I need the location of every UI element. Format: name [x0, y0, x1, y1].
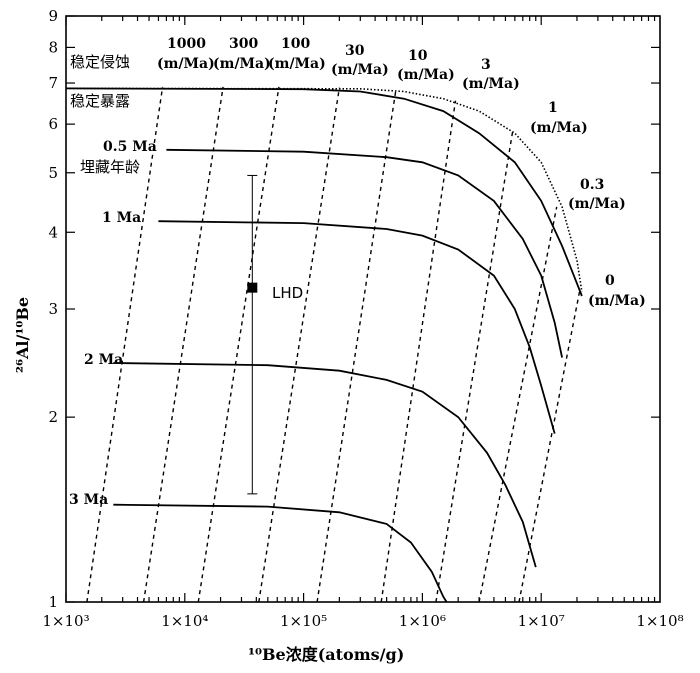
rate-unit-3: (m/Ma): [462, 76, 520, 92]
rate-unit-300: (m/Ma): [213, 56, 271, 72]
erosion-rate-line-3: [380, 100, 457, 603]
erosion-rate-line-30: [258, 87, 341, 603]
burial-isochron-3-Ma: [113, 503, 448, 603]
steady-erosion-line: [65, 87, 583, 297]
erosion-rate-line-300: [142, 86, 224, 603]
rate-label-0.3: 0.3: [580, 177, 604, 193]
x-tick-label: 1×10³: [42, 612, 89, 630]
x-tick-label: 1×10⁵: [280, 612, 327, 630]
isochron-label-1: 1 Ma: [102, 210, 141, 226]
burial-age-label: 埋藏年龄: [80, 158, 140, 176]
erosion-rate-line-0.3: [478, 206, 558, 603]
sample-label-lhd: LHD: [272, 284, 303, 302]
y-tick-label: 5: [48, 164, 58, 182]
erosion-rate-line-1: [435, 128, 514, 603]
isochron-label-2: 2 Ma: [84, 352, 123, 368]
y-tick-label: 6: [48, 115, 58, 133]
burial-isochron-2-Ma: [113, 362, 537, 568]
x-axis-title: ¹⁰Be浓度(atoms/g): [248, 645, 404, 664]
rate-unit-0.3: (m/Ma): [568, 196, 626, 212]
y-tick-label: 9: [48, 7, 58, 25]
y-tick-label: 2: [48, 408, 58, 426]
plot-frame: [65, 15, 661, 603]
x-tick-label: 1×10⁸: [636, 612, 683, 630]
rate-unit-10: (m/Ma): [397, 67, 455, 83]
isochron-label-0.5: 0.5 Ma: [103, 139, 157, 155]
rate-unit-100: (m/Ma): [268, 56, 326, 72]
steady-exposure-label: 稳定暴露: [70, 92, 130, 110]
axis-ticks: 1×10³ 1×10⁴ 1×10⁵ 1×10⁶ 1×10⁷ 1×10⁸ 1 2 3 4 5 6 7 8 9: [42, 7, 683, 630]
erosion-rate-lines: [86, 86, 581, 603]
rate-label-0: 0: [605, 273, 615, 289]
isochron-label-3: 3 Ma: [69, 492, 108, 508]
curve-layer: [65, 87, 583, 603]
rate-label-100: 100: [281, 36, 310, 52]
rate-unit-1000: (m/Ma): [157, 56, 215, 72]
y-tick-label: 1: [48, 593, 58, 611]
rate-label-1: 1: [548, 100, 558, 116]
sample-layer: [247, 174, 258, 495]
rate-label-10: 10: [408, 48, 428, 64]
x-tick-label: 1×10⁶: [399, 612, 446, 630]
rate-unit-30: (m/Ma): [331, 62, 389, 78]
rate-label-1000: 1000: [167, 36, 206, 52]
x-tick-label: 1×10⁷: [518, 612, 565, 630]
y-tick-label: 3: [48, 300, 58, 318]
rate-unit-0: (m/Ma): [588, 293, 646, 309]
erosion-rate-line-100: [197, 86, 280, 603]
y-tick-label: 7: [48, 74, 58, 92]
steady-exposure-line: [65, 87, 583, 292]
x-tick-label: 1×10⁴: [161, 612, 208, 630]
y-tick-label: 8: [48, 38, 58, 56]
steady-erosion-label: 稳定侵蚀: [70, 53, 130, 71]
rate-label-3: 3: [481, 57, 491, 73]
y-tick-label: 4: [48, 223, 58, 241]
y-axis-title: ²⁶Al/¹⁰Be: [13, 297, 32, 373]
rate-unit-1: (m/Ma): [530, 120, 588, 136]
erosion-rate-line-0: [518, 291, 581, 603]
burial-isochron-1-Ma: [158, 220, 556, 434]
sample-point-lhd: [247, 282, 258, 293]
rate-label-30: 30: [345, 43, 365, 59]
rate-label-300: 300: [229, 36, 258, 52]
erosion-rate-line-1000: [86, 86, 164, 603]
erosion-rate-line-10: [316, 89, 397, 603]
burial-isochron-0.5-Ma: [166, 148, 563, 358]
